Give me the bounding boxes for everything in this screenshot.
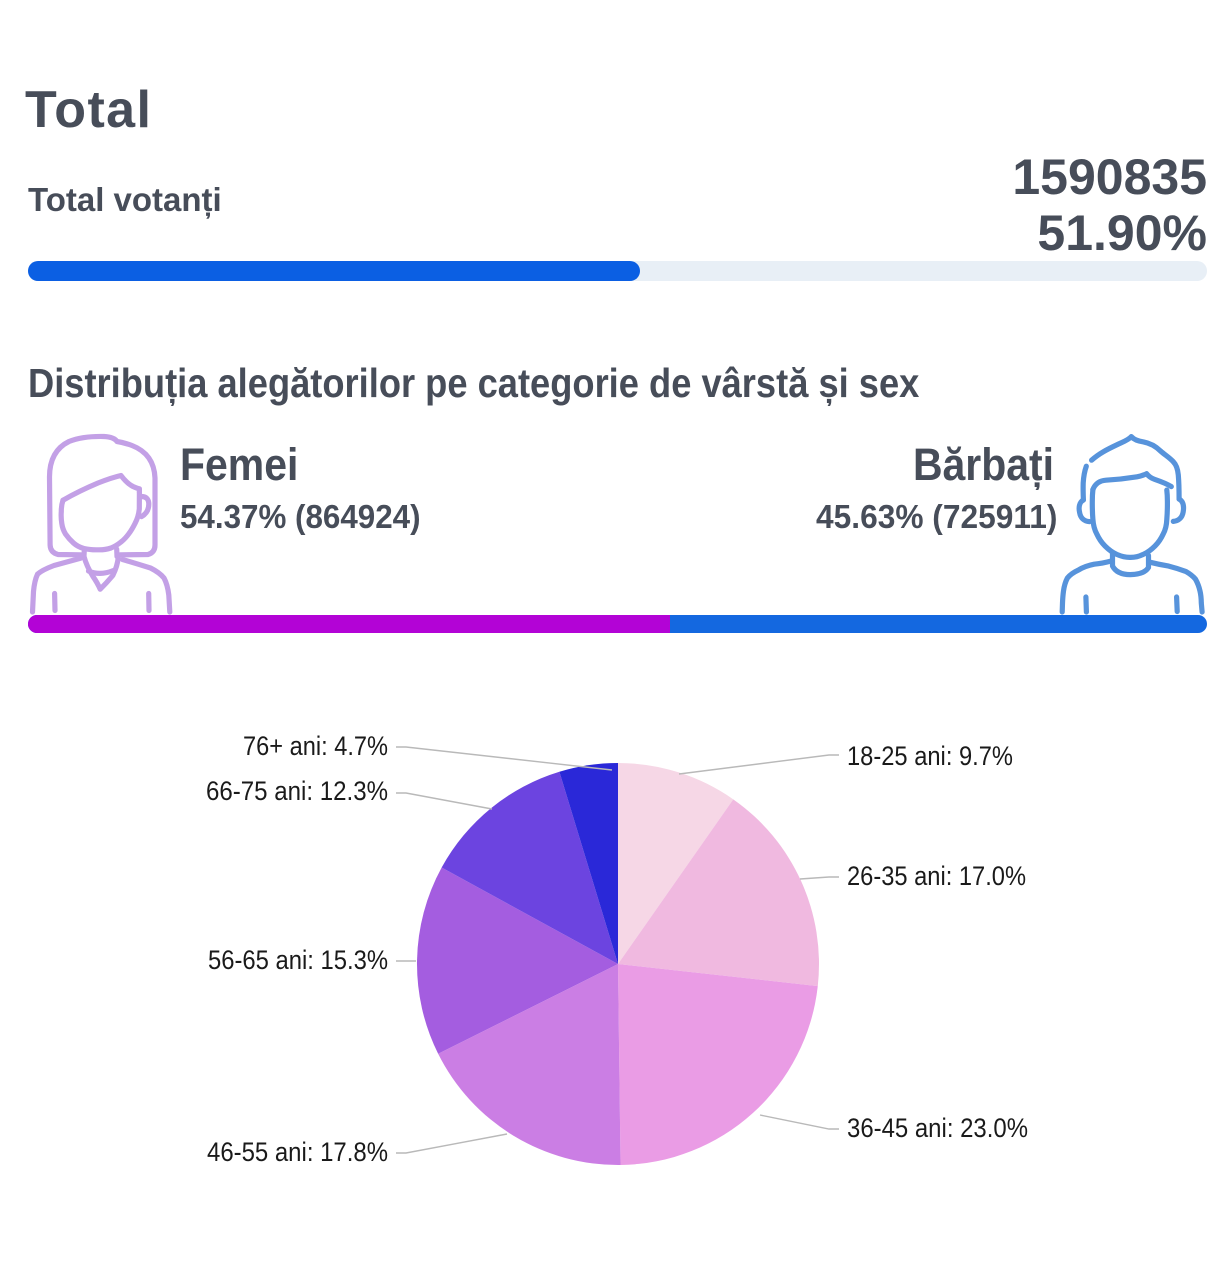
svg-text:56-65 ani: 15.3%: 56-65 ani: 15.3% — [208, 945, 388, 975]
svg-text:66-75 ani: 12.3%: 66-75 ani: 12.3% — [206, 776, 388, 806]
svg-text:18-25 ani: 9.7%: 18-25 ani: 9.7% — [847, 741, 1013, 771]
svg-text:36-45 ani: 23.0%: 36-45 ani: 23.0% — [847, 1113, 1028, 1143]
svg-text:46-55 ani: 17.8%: 46-55 ani: 17.8% — [207, 1137, 388, 1167]
svg-text:26-35 ani: 17.0%: 26-35 ani: 17.0% — [847, 861, 1026, 891]
svg-text:76+ ani: 4.7%: 76+ ani: 4.7% — [243, 731, 388, 761]
